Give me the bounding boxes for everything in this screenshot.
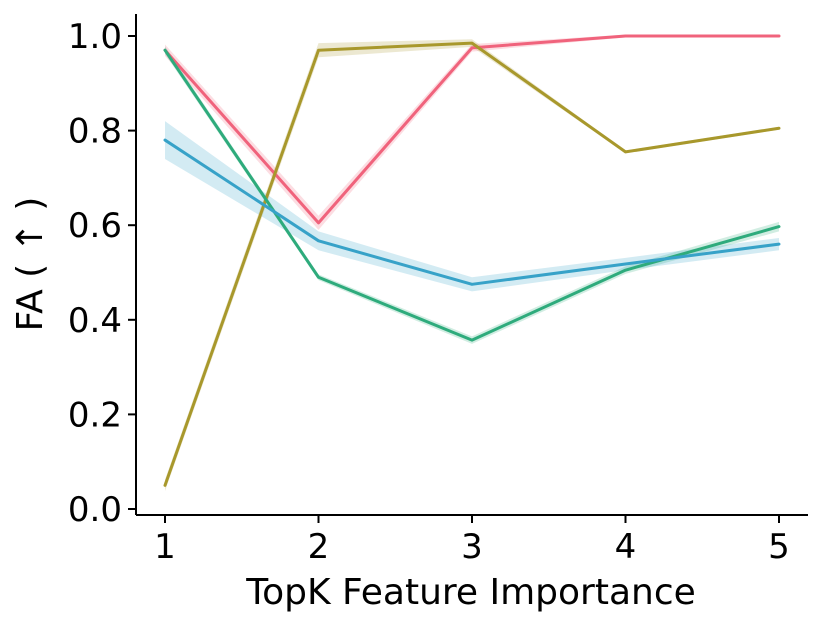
series-3-line bbox=[163, 48, 781, 342]
y-tick-label: 0.8 bbox=[68, 112, 122, 152]
x-tick-label: 1 bbox=[154, 527, 176, 567]
axes bbox=[135, 14, 808, 516]
confidence-bands bbox=[165, 34, 779, 492]
series-lines bbox=[163, 34, 781, 487]
series-2-band bbox=[165, 39, 779, 492]
x-tick-label: 3 bbox=[461, 527, 483, 567]
y-tick-label: 0.2 bbox=[68, 395, 122, 435]
series-4-line bbox=[163, 138, 781, 286]
x-tick-label: 5 bbox=[768, 527, 790, 567]
x-axis-label: TopK Feature Importance bbox=[245, 572, 696, 613]
x-ticks: 1 2 3 4 5 bbox=[154, 515, 790, 567]
series-4-band bbox=[165, 121, 779, 292]
series-2-line bbox=[163, 41, 781, 487]
x-tick-label: 2 bbox=[308, 527, 330, 567]
y-ticks: 0.0 0.2 0.4 0.6 0.8 1.0 bbox=[68, 17, 136, 530]
y-tick-label: 0.0 bbox=[68, 490, 122, 530]
y-tick-label: 1.0 bbox=[68, 17, 122, 57]
y-tick-label: 0.4 bbox=[68, 301, 122, 341]
y-tick-label: 0.6 bbox=[68, 206, 122, 246]
x-tick-label: 4 bbox=[615, 527, 637, 567]
y-axis-label: FA ( ↑ ) bbox=[10, 197, 51, 332]
series-1-line bbox=[163, 34, 781, 225]
